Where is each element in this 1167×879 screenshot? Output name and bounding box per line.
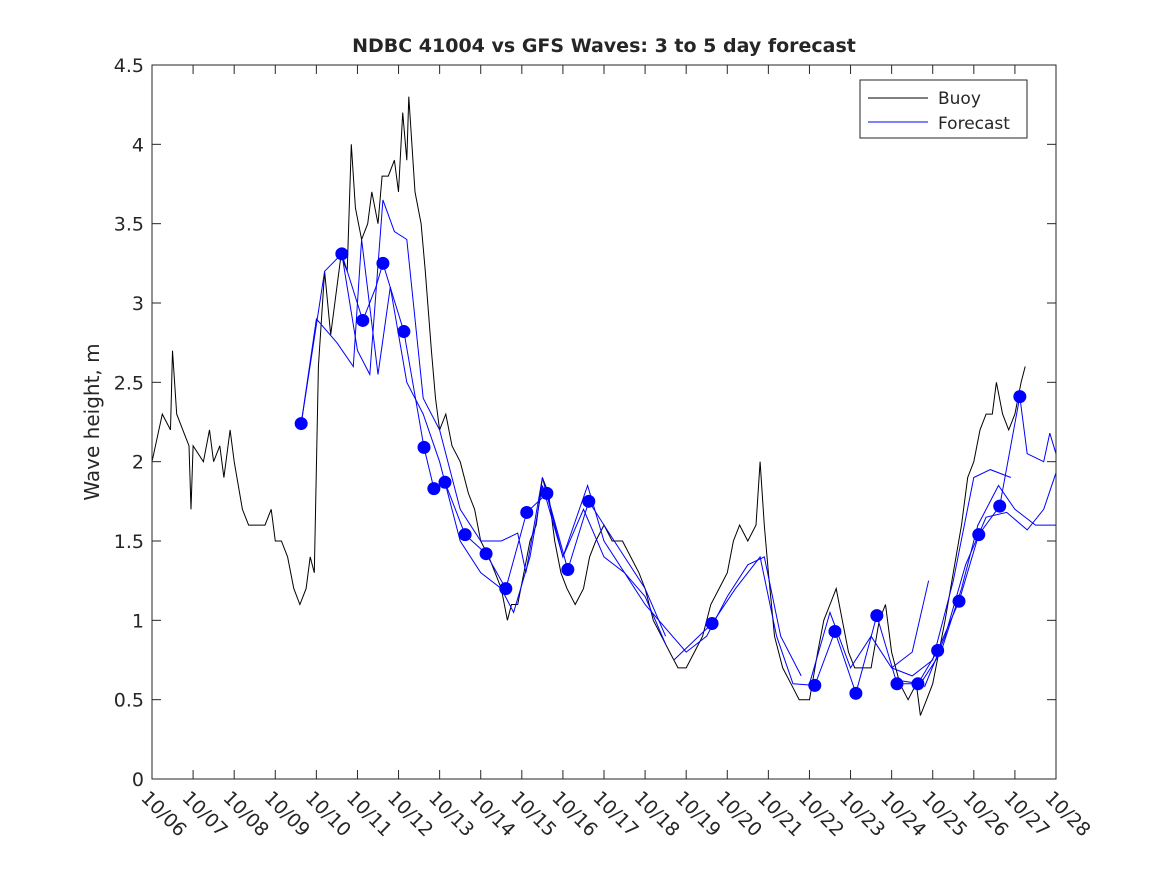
forecast-marker	[952, 594, 966, 608]
forecast-marker	[499, 582, 513, 596]
forecast-marker	[561, 563, 575, 577]
forecast-marker	[427, 482, 441, 496]
plot-frame	[151, 64, 1057, 780]
y-tick-label: 2.5	[114, 372, 144, 394]
y-tick-label: 1.5	[114, 531, 144, 553]
y-tick-label: 1	[132, 610, 144, 632]
legend-buoy-label: Buoy	[938, 89, 981, 109]
forecast-line	[891, 469, 1011, 677]
forecast-line	[924, 472, 1057, 688]
forecast-marker	[870, 609, 884, 623]
forecast-marker	[1013, 390, 1027, 404]
forecast-marker	[705, 617, 719, 631]
forecast-marker	[540, 486, 554, 500]
forecast-marker	[294, 417, 308, 431]
forecast-marker	[520, 505, 534, 519]
forecast-marker	[931, 643, 945, 657]
chart-title: NDBC 41004 vs GFS Waves: 3 to 5 day fore…	[352, 35, 856, 57]
y-tick-label: 2	[132, 452, 144, 474]
forecast-markers	[294, 247, 1027, 700]
forecast-marker	[438, 475, 452, 489]
y-tick-label: 3	[132, 293, 144, 315]
forecast-marker	[890, 677, 904, 691]
forecast-marker	[911, 677, 925, 691]
forecast-marker	[376, 256, 390, 270]
y-tick-label: 4	[132, 134, 144, 156]
forecast-marker	[582, 494, 596, 508]
y-tick-label: 3.5	[114, 214, 144, 236]
y-tick-label: 0.5	[114, 690, 144, 712]
forecast-line	[899, 484, 1056, 685]
y-axis-label: Wave height, m	[80, 343, 104, 500]
forecast-marker	[417, 440, 431, 454]
forecast-line	[809, 580, 930, 684]
forecast-marker	[849, 686, 863, 700]
forecast-marker	[808, 678, 822, 692]
forecast-marker	[458, 528, 472, 542]
forecast-marker	[397, 325, 411, 339]
forecast-marker	[356, 313, 370, 327]
y-tick-label: 4.5	[114, 55, 144, 77]
forecast-marker	[972, 528, 986, 542]
forecast-line	[341, 199, 802, 677]
forecast-marker	[479, 547, 493, 561]
legend-forecast-label: Forecast	[938, 114, 1010, 134]
forecast-marker	[993, 499, 1007, 513]
forecast-series	[300, 199, 1057, 696]
forecast-marker	[828, 624, 842, 638]
y-tick-label: 0	[132, 769, 144, 791]
legend: Buoy Forecast	[859, 79, 1028, 139]
forecast-marker	[335, 247, 349, 261]
forecast-line	[300, 239, 667, 645]
